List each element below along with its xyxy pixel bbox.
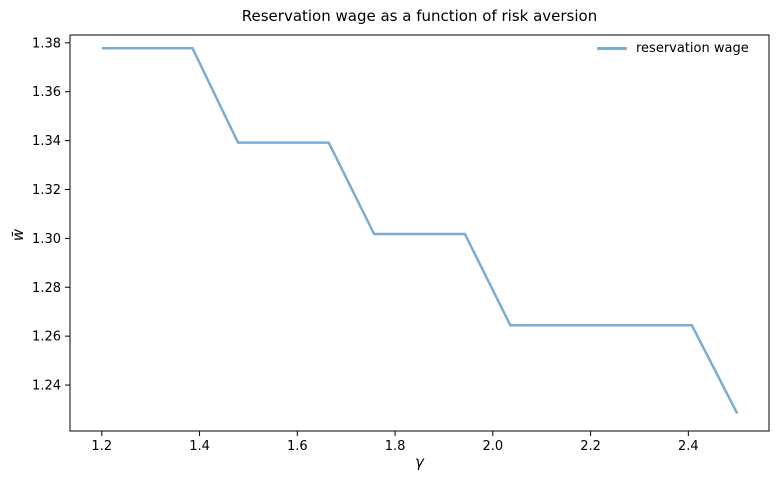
legend-line-swatch: [597, 47, 627, 50]
x-tick-label: 1.2: [91, 439, 112, 454]
reservation-wage-line: [101, 46, 739, 414]
axes-frame: [69, 34, 770, 432]
x-tick-label: 2.0: [482, 439, 503, 454]
chart-title: Reservation wage as a function of risk a…: [241, 7, 598, 25]
x-tick-label: 1.6: [287, 439, 308, 454]
x-tick-label: 1.4: [189, 439, 210, 454]
y-tick-label: 1.26: [32, 330, 61, 345]
x-tick-label: 2.4: [678, 439, 699, 454]
x-tick-label: 1.8: [385, 439, 406, 454]
y-tick-label: 1.30: [32, 232, 61, 247]
y-tick-label: 1.36: [32, 85, 61, 100]
y-axis-label: w̄: [9, 228, 27, 242]
legend: reservation wage: [597, 41, 749, 56]
y-tick-label: 1.38: [32, 36, 61, 51]
y-tick-label: 1.34: [32, 134, 61, 149]
x-axis-label: γ: [415, 453, 424, 471]
y-tick-label: 1.32: [32, 183, 61, 198]
y-tick-label: 1.28: [32, 281, 61, 296]
legend-label: reservation wage: [636, 41, 749, 56]
y-tick-label: 1.24: [32, 379, 61, 394]
x-tick-label: 2.2: [580, 439, 601, 454]
